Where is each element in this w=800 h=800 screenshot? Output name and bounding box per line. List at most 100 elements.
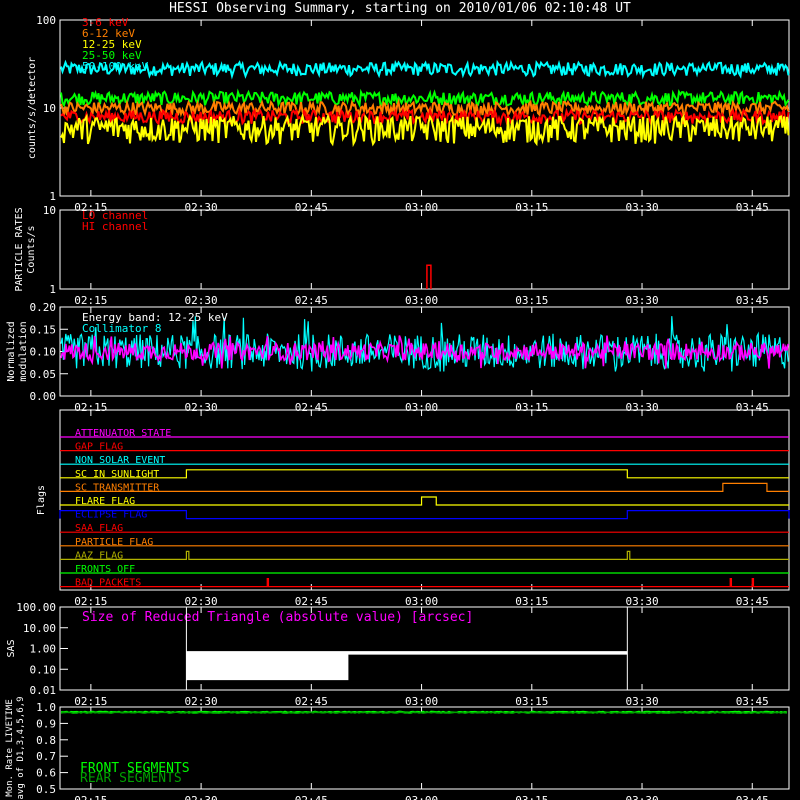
count-rates-ytick-label: 10 (43, 102, 56, 115)
particle-legend-0: LO channel (82, 209, 148, 222)
sas-xtick-label: 02:30 (185, 695, 218, 708)
flag-line-9 (60, 550, 789, 560)
livetime-series-0 (60, 710, 788, 714)
modulation-xtick-label: 03:00 (405, 401, 438, 414)
particle-rates-xtick-label: 02:30 (185, 294, 218, 307)
sas-ylabel: SAS (6, 639, 17, 657)
livetime-ylabel-1: Mon. Rate LIVETIME (5, 699, 15, 797)
flags-xtick-label: 02:30 (185, 595, 218, 608)
flag-label-7: SAA FLAG (75, 523, 123, 534)
modulation-xtick-label: 03:45 (736, 401, 769, 414)
sas-xtick-label: 02:15 (74, 695, 107, 708)
flags-ylabel: Flags (36, 485, 47, 515)
modulation-ytick-label: 0.15 (30, 323, 57, 336)
flag-line-3 (60, 469, 789, 479)
flag-line-11 (60, 578, 789, 588)
particle-rates-xtick-label: 03:30 (625, 294, 658, 307)
sas-xtick-label: 02:45 (295, 695, 328, 708)
livetime-ytick-label: 0.6 (36, 767, 56, 780)
flags-xtick-label: 03:30 (625, 595, 658, 608)
livetime-ytick-label: 0.7 (36, 750, 56, 763)
livetime-xtick-label: 02:15 (74, 794, 107, 800)
particle-rates-ylabel: PARTICLE RATES (14, 207, 25, 291)
flag-line-6 (59, 510, 790, 520)
particle-rates-xtick-label: 03:15 (515, 294, 548, 307)
flag-line-4 (60, 482, 789, 492)
flag-label-2: NON SOLAR EVENT (75, 455, 165, 466)
livetime-series-1 (60, 711, 787, 715)
livetime-ytick-label: 0.8 (36, 734, 56, 747)
livetime-ytick-label: 0.5 (36, 783, 56, 796)
livetime-legend-1: REAR SEGMENTS (80, 771, 182, 786)
modulation-ylabel-2: modulation (18, 321, 29, 381)
livetime-xtick-label: 03:45 (736, 794, 769, 800)
flag-label-5: FLARE FLAG (75, 496, 135, 507)
modulation-ytick-label: 0.00 (30, 390, 57, 403)
particle-rates-ylabel-unit: Counts/s (26, 225, 37, 273)
count-rate-series-2 (60, 112, 790, 148)
livetime-xtick-label: 02:30 (185, 794, 218, 800)
particle-rates-xtick-label: 02:15 (74, 294, 107, 307)
sas-ytick-label: 10.00 (23, 622, 56, 635)
particle-rates-frame (59, 209, 790, 290)
flags-xtick-label: 02:45 (295, 595, 328, 608)
count-rates-xtick-label: 02:30 (185, 201, 218, 214)
modulation-legend-0: Collimator 8 (82, 322, 161, 335)
count-rate-legend-4: 50-100 keV (82, 60, 149, 73)
particle-rates-xtick-label: 03:45 (736, 294, 769, 307)
sas-series (186, 651, 628, 681)
modulation-ytick-label: 0.10 (30, 346, 57, 359)
count-rates-xtick-label: 03:00 (405, 201, 438, 214)
count-rates-xtick-label: 02:15 (74, 201, 107, 214)
modulation-xtick-label: 03:30 (625, 401, 658, 414)
count-rate-series-4 (60, 59, 790, 80)
modulation-xtick-label: 02:30 (185, 401, 218, 414)
flag-label-0: ATTENUATOR STATE (75, 428, 171, 439)
flags-xtick-label: 02:15 (74, 595, 107, 608)
modulation-xtick-label: 02:45 (295, 401, 328, 414)
flag-label-9: AAZ FLAG (75, 550, 123, 561)
count-rate-legend-3: 25-50 keV (82, 49, 142, 62)
sas-ytick-label: 100.00 (16, 601, 56, 614)
sas-ytick-label: 0.01 (30, 684, 57, 697)
flag-label-4: SC TRANSMITTER (75, 482, 160, 493)
modulation-energy-band: Energy band: 12-25 keV (82, 311, 228, 324)
sas-xtick-label: 03:30 (625, 695, 658, 708)
modulation-xtick-label: 03:15 (515, 401, 548, 414)
flag-label-6: ECLIPSE FLAG (75, 510, 147, 521)
particle-legend-1: HI channel (82, 220, 148, 233)
sas-ytick-label: 0.10 (30, 663, 57, 676)
sas-xtick-label: 03:45 (736, 695, 769, 708)
sas-xtick-label: 03:15 (515, 695, 548, 708)
count-rate-series-3 (60, 88, 790, 109)
flags-xtick-label: 03:00 (405, 595, 438, 608)
modulation-ylabel-1: Normalized (6, 321, 17, 381)
livetime-ylabel-2: avg of D1,3,4,5,6,9 (16, 697, 26, 800)
particle-rates-ytick-label: 10 (43, 204, 56, 217)
flag-line-5 (60, 496, 789, 506)
count-rates-ytick-label: 1 (49, 190, 56, 203)
flag-label-11: BAD PACKETS (75, 578, 141, 589)
count-rates-xtick-label: 02:45 (295, 201, 328, 214)
sas-ytick-label: 1.00 (30, 643, 57, 656)
sas-xtick-label: 03:00 (405, 695, 438, 708)
modulation-series-0 (60, 316, 789, 372)
particle-hi-spike (426, 264, 432, 289)
livetime-ytick-label: 0.9 (36, 717, 56, 730)
flags-xtick-label: 03:15 (515, 595, 548, 608)
livetime-xtick-label: 03:00 (405, 794, 438, 800)
count-rates-xtick-label: 03:45 (736, 201, 769, 214)
flag-label-1: GAP FLAG (75, 442, 123, 453)
livetime-legend-0: FRONT SEGMENTS (80, 761, 190, 776)
chart-title: HESSI Observing Summary, starting on 201… (169, 1, 631, 16)
flags-frame (59, 409, 790, 591)
count-rates-xtick-label: 03:15 (515, 201, 548, 214)
livetime-ytick-label: 1.0 (36, 701, 56, 714)
flag-label-3: SC IN SUNLIGHT (75, 469, 159, 480)
particle-rates-ytick-label: 1 (49, 283, 56, 296)
modulation-xtick-label: 02:15 (74, 401, 107, 414)
livetime-xtick-label: 03:30 (625, 794, 658, 800)
modulation-series-1 (60, 335, 789, 369)
